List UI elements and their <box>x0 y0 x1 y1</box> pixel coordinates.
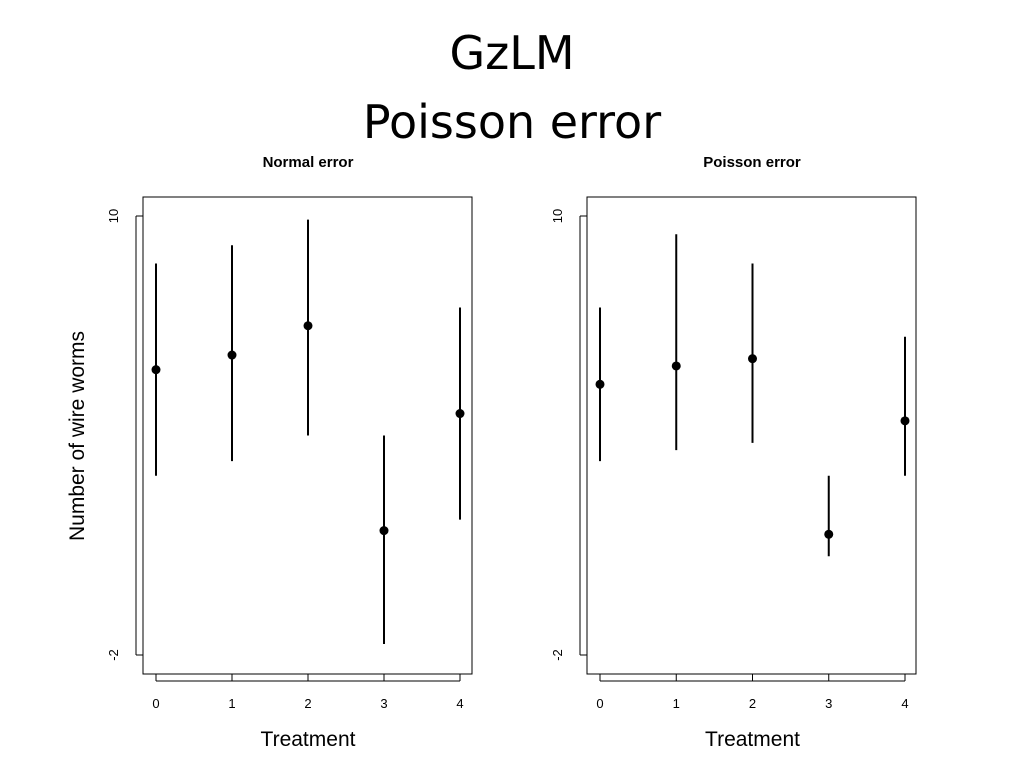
y-tick-label: 10 <box>106 209 121 223</box>
x-tick-label: 4 <box>456 696 463 711</box>
data-point <box>379 526 389 536</box>
x-tick-label: 3 <box>825 696 832 711</box>
chart-title: Poisson error <box>703 154 801 171</box>
x-tick-label: 1 <box>673 696 680 711</box>
x-tick-label: 1 <box>228 696 235 711</box>
y-tick-label: 10 <box>550 209 565 223</box>
data-point <box>151 365 161 375</box>
data-point <box>671 361 681 371</box>
data-point <box>303 321 313 331</box>
x-tick-label: 3 <box>380 696 387 711</box>
x-tick-label: 4 <box>901 696 908 711</box>
x-axis-label: Treatment <box>705 728 800 751</box>
plot-frame <box>586 196 917 675</box>
chart-title: Normal error <box>263 154 354 171</box>
data-point <box>227 350 237 360</box>
data-point <box>748 354 757 364</box>
y-tick-label: -2 <box>550 649 565 661</box>
data-point <box>595 379 605 389</box>
data-point <box>455 409 465 419</box>
x-tick-label: 2 <box>304 696 311 711</box>
data-point <box>900 416 910 426</box>
x-tick-label: 0 <box>152 696 159 711</box>
y-tick-label: -2 <box>106 649 121 661</box>
x-tick-label: 0 <box>596 696 603 711</box>
slide-title-line2: Poisson error <box>362 95 662 149</box>
y-axis-label: Number of wire worms <box>66 331 89 541</box>
slide-title-line1: GzLM <box>449 26 575 80</box>
data-point <box>824 529 834 539</box>
x-axis-label: Treatment <box>261 728 356 751</box>
x-tick-label: 2 <box>749 696 756 711</box>
